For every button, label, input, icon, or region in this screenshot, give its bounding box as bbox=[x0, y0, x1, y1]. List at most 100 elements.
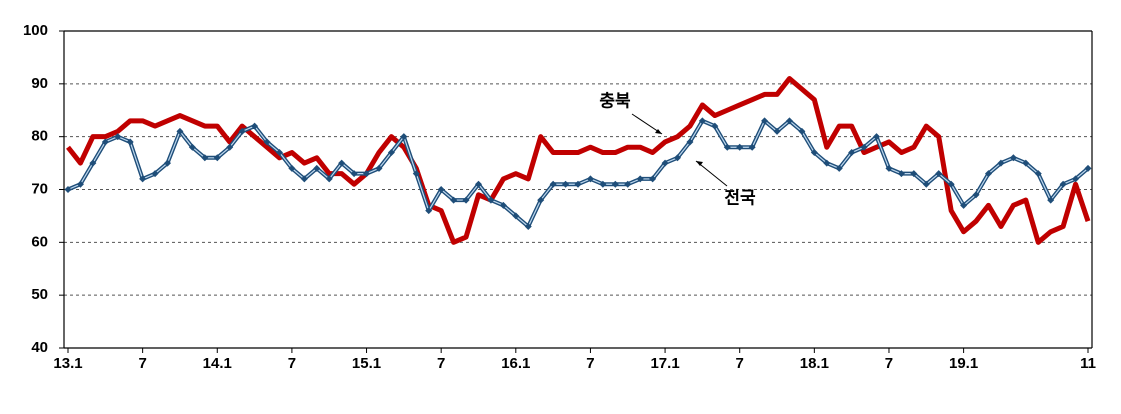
annotation-arrow bbox=[695, 160, 728, 187]
point-marker bbox=[375, 164, 383, 172]
point-marker bbox=[1034, 170, 1042, 178]
point-marker bbox=[736, 143, 744, 151]
point-marker bbox=[860, 143, 868, 151]
x-tick-label: 19.1 bbox=[949, 355, 978, 372]
arrow-head bbox=[696, 161, 703, 166]
point-marker bbox=[873, 133, 881, 141]
point-marker bbox=[114, 133, 122, 141]
y-tick-label: 100 bbox=[23, 22, 48, 39]
point-marker bbox=[562, 180, 570, 188]
y-tick-label: 60 bbox=[31, 233, 48, 250]
point-marker bbox=[363, 170, 371, 178]
point-marker bbox=[188, 143, 196, 151]
point-marker bbox=[338, 159, 346, 167]
point-marker bbox=[275, 149, 283, 157]
x-tick-label: 16.1 bbox=[501, 355, 530, 372]
point-marker bbox=[761, 117, 769, 125]
point-marker bbox=[164, 159, 172, 167]
point-marker bbox=[848, 149, 856, 157]
point-marker bbox=[574, 180, 582, 188]
point-marker bbox=[537, 196, 545, 204]
point-marker bbox=[126, 138, 134, 146]
point-marker bbox=[487, 196, 495, 204]
point-marker bbox=[773, 127, 781, 135]
point-marker bbox=[1072, 175, 1080, 183]
point-marker bbox=[1047, 196, 1055, 204]
point-marker bbox=[226, 143, 234, 151]
x-tick-label: 14.1 bbox=[203, 355, 232, 372]
point-marker bbox=[586, 175, 594, 183]
point-marker bbox=[785, 117, 793, 125]
point-marker bbox=[624, 180, 632, 188]
point-marker bbox=[64, 186, 72, 193]
y-tick-label: 40 bbox=[31, 339, 48, 356]
point-marker bbox=[1022, 159, 1030, 167]
point-marker bbox=[947, 180, 955, 188]
point-marker bbox=[897, 170, 905, 178]
point-marker bbox=[686, 138, 694, 146]
y-tick-label: 50 bbox=[31, 286, 48, 303]
point-marker bbox=[1009, 154, 1017, 162]
point-marker bbox=[313, 164, 321, 172]
x-tick-label: 15.1 bbox=[352, 355, 381, 372]
y-tick-label: 90 bbox=[31, 75, 48, 92]
point-marker bbox=[935, 170, 943, 178]
x-tick-label: 17.1 bbox=[650, 355, 679, 372]
point-marker bbox=[450, 196, 458, 204]
point-marker bbox=[387, 149, 395, 157]
point-marker bbox=[549, 180, 557, 188]
point-marker bbox=[661, 159, 669, 167]
point-marker bbox=[437, 186, 445, 193]
point-marker bbox=[649, 175, 657, 183]
point-marker bbox=[835, 164, 843, 172]
x-tick-label: 13.1 bbox=[53, 355, 82, 372]
point-marker bbox=[89, 159, 97, 167]
point-marker bbox=[474, 180, 482, 188]
annotation: 전국 bbox=[724, 188, 756, 207]
point-marker bbox=[984, 170, 992, 178]
point-marker bbox=[922, 180, 930, 188]
point-marker bbox=[698, 117, 706, 125]
x-tick-label: 7 bbox=[885, 355, 893, 372]
point-marker bbox=[201, 154, 209, 162]
point-marker bbox=[213, 154, 221, 162]
point-marker bbox=[524, 222, 532, 230]
point-marker bbox=[960, 201, 968, 209]
point-marker bbox=[139, 175, 147, 183]
point-marker bbox=[288, 164, 296, 172]
point-marker bbox=[238, 127, 246, 135]
point-marker bbox=[400, 133, 408, 141]
point-marker bbox=[101, 138, 109, 146]
point-marker bbox=[251, 122, 259, 130]
point-marker bbox=[425, 207, 433, 215]
point-marker bbox=[910, 170, 918, 178]
point-marker bbox=[674, 154, 682, 162]
point-marker bbox=[823, 159, 831, 167]
x-tick-label: 7 bbox=[288, 355, 296, 372]
x-tick-label: 7 bbox=[437, 355, 445, 372]
point-marker bbox=[711, 122, 719, 130]
point-marker bbox=[810, 149, 818, 157]
point-marker bbox=[997, 159, 1005, 167]
point-marker bbox=[723, 143, 731, 151]
point-marker bbox=[300, 175, 308, 183]
point-marker bbox=[151, 170, 159, 178]
point-marker bbox=[748, 143, 756, 151]
point-marker bbox=[885, 164, 893, 172]
point-marker bbox=[499, 201, 507, 209]
arrow-head bbox=[655, 129, 662, 134]
annotation: 충북 bbox=[599, 91, 631, 110]
point-marker bbox=[325, 175, 333, 183]
point-marker bbox=[798, 127, 806, 135]
point-marker bbox=[1059, 180, 1067, 188]
point-marker bbox=[263, 138, 271, 146]
point-marker bbox=[1084, 164, 1092, 172]
point-marker bbox=[599, 180, 607, 188]
point-marker bbox=[611, 180, 619, 188]
point-marker bbox=[412, 170, 420, 178]
x-tick-label: 7 bbox=[736, 355, 744, 372]
point-marker bbox=[972, 191, 980, 199]
point-marker bbox=[176, 127, 184, 135]
point-marker bbox=[462, 196, 470, 204]
